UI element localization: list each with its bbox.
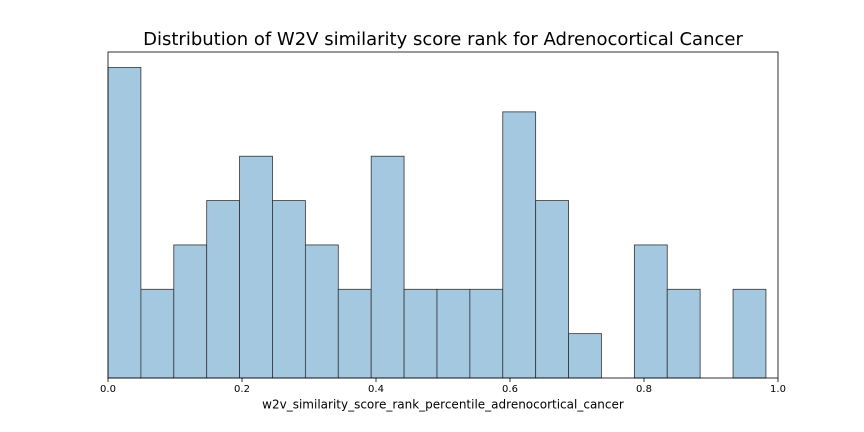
x-tick-label: 1.0 [770, 384, 786, 395]
bar [206, 200, 240, 379]
bar [140, 288, 175, 379]
bar [304, 244, 339, 379]
bar [272, 200, 306, 379]
bar [107, 67, 142, 379]
bar [502, 111, 537, 379]
bar [732, 288, 767, 379]
bar [173, 244, 208, 379]
x-tick-label: 0.4 [368, 384, 384, 395]
bar [535, 200, 569, 379]
bar [633, 244, 668, 379]
bar [469, 288, 504, 379]
bar [568, 333, 602, 379]
x-tick-label: 0.6 [502, 384, 518, 395]
x-tick-label: 0.8 [636, 384, 652, 395]
plot-frame [107, 51, 779, 379]
chart-title: Distribution of W2V similarity score ran… [143, 29, 743, 50]
x-tick-label: 0.2 [234, 384, 250, 395]
bar [337, 288, 372, 379]
bar [239, 155, 273, 379]
bar [403, 288, 438, 379]
bar [436, 288, 471, 379]
x-tick-label: 0.0 [100, 384, 116, 395]
bar [370, 155, 405, 379]
x-axis-label: w2v_similarity_score_rank_percentile_adr… [262, 398, 624, 412]
bar [666, 288, 701, 379]
